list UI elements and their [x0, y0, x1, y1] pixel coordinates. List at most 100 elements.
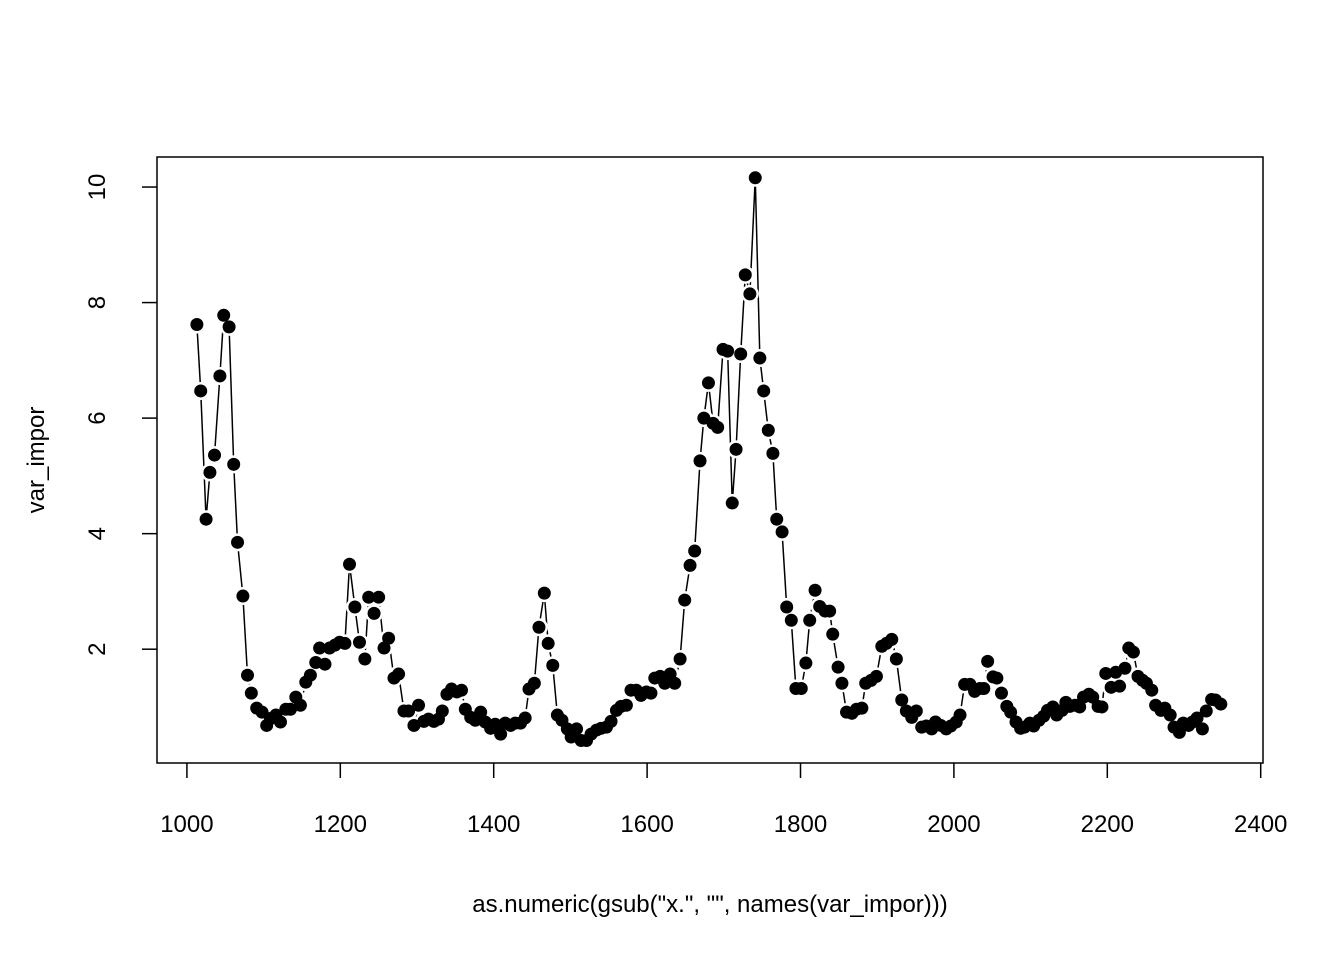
x-tick-label: 1400: [467, 811, 520, 838]
point: [392, 667, 406, 681]
point: [1113, 679, 1127, 693]
point: [826, 627, 840, 641]
y-tick-label: 6: [84, 411, 111, 424]
point: [1190, 711, 1204, 725]
y-tick-label: 10: [84, 174, 111, 201]
point: [199, 512, 213, 526]
point: [203, 465, 217, 479]
point: [217, 308, 231, 322]
point: [293, 698, 307, 712]
point: [213, 369, 227, 383]
x-tick-label: 1200: [314, 811, 367, 838]
point: [1126, 645, 1140, 659]
point: [990, 671, 1004, 685]
point: [855, 701, 869, 715]
point: [619, 698, 633, 712]
point: [743, 287, 757, 301]
point: [953, 708, 967, 722]
point: [1195, 722, 1209, 736]
point: [794, 681, 808, 695]
point: [831, 660, 845, 674]
point: [977, 681, 991, 695]
point: [231, 535, 245, 549]
point: [367, 606, 381, 620]
point: [488, 717, 502, 731]
point: [889, 652, 903, 666]
point: [808, 583, 822, 597]
x-tick-label: 2000: [927, 811, 980, 838]
point: [823, 604, 837, 618]
point: [273, 715, 287, 729]
x-tick-label: 2200: [1081, 811, 1134, 838]
point: [402, 704, 416, 718]
point: [435, 704, 449, 718]
point: [909, 704, 923, 718]
point: [518, 711, 532, 725]
point: [757, 384, 771, 398]
point: [721, 344, 735, 358]
point: [673, 652, 687, 666]
point: [780, 600, 794, 614]
point: [537, 586, 551, 600]
point: [454, 683, 468, 697]
point: [241, 668, 255, 682]
point: [803, 613, 817, 627]
point: [541, 636, 555, 650]
point: [1095, 700, 1109, 714]
point: [474, 705, 488, 719]
point: [784, 613, 798, 627]
point: [799, 656, 813, 670]
x-tick-label: 1000: [160, 811, 213, 838]
point: [761, 423, 775, 437]
point: [343, 557, 357, 571]
point: [678, 593, 692, 607]
point: [222, 320, 236, 334]
point: [362, 590, 376, 604]
point: [688, 544, 702, 558]
point: [981, 654, 995, 668]
point: [1099, 666, 1113, 680]
point: [283, 702, 297, 716]
point: [753, 351, 767, 365]
point: [412, 698, 426, 712]
point: [532, 620, 546, 634]
x-axis-label: as.numeric(gsub("x.", "", names(var_impo…: [472, 891, 948, 918]
point: [1163, 708, 1177, 722]
point: [1118, 661, 1132, 675]
plot-box: [156, 156, 1264, 764]
point: [303, 668, 317, 682]
point: [494, 727, 508, 741]
point: [644, 686, 658, 700]
point: [711, 420, 725, 434]
point: [748, 171, 762, 185]
point: [546, 658, 560, 672]
point: [738, 268, 752, 282]
point: [348, 600, 362, 614]
point: [194, 384, 208, 398]
point: [372, 590, 386, 604]
point: [885, 632, 899, 646]
point: [869, 669, 883, 683]
point: [527, 676, 541, 690]
point: [994, 686, 1008, 700]
point: [683, 558, 697, 572]
point: [208, 448, 222, 462]
y-tick-label: 2: [84, 643, 111, 656]
point: [693, 454, 707, 468]
point: [318, 657, 332, 671]
y-tick-label: 4: [84, 527, 111, 540]
point: [1214, 697, 1228, 711]
x-tick-label: 2400: [1234, 811, 1287, 838]
point: [377, 641, 391, 655]
point: [1073, 700, 1087, 714]
point: [701, 376, 715, 390]
point: [236, 589, 250, 603]
point: [766, 446, 780, 460]
point: [1145, 683, 1159, 697]
point: [895, 693, 909, 707]
point: [338, 636, 352, 650]
point: [407, 718, 421, 732]
point: [313, 641, 327, 655]
